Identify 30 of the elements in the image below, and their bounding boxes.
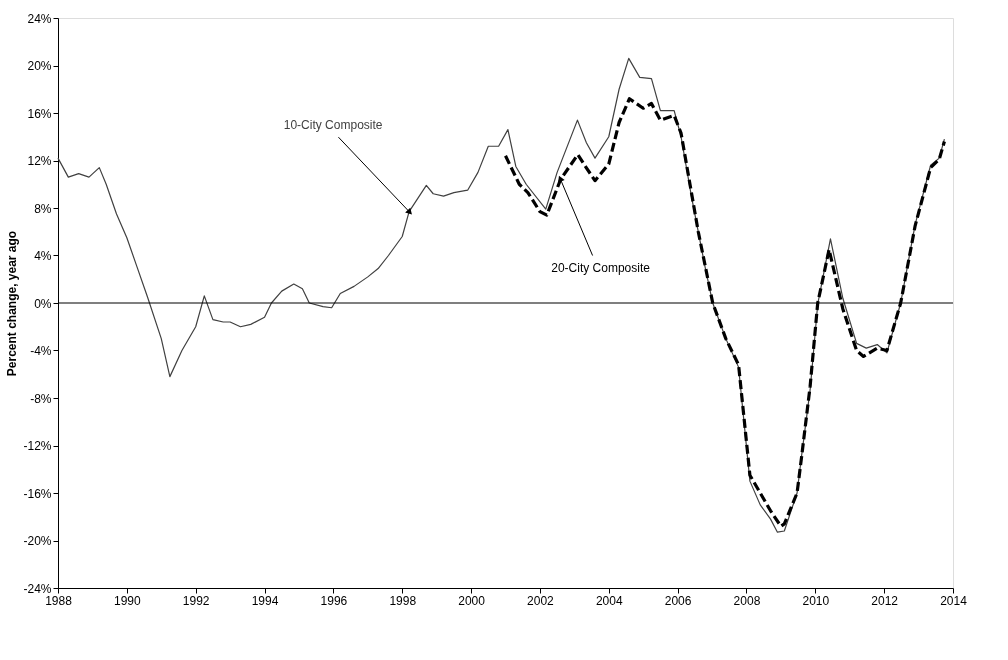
x-tick-label: 2002 (527, 593, 555, 608)
x-tick-label: 2012 (871, 593, 899, 608)
y-tick-label: 4% (34, 249, 52, 263)
text: 10-City Composite (283, 117, 383, 132)
x-tick-label: 2000 (458, 593, 486, 608)
x-tick-label: 2010 (802, 593, 830, 608)
y-tick-label: 20% (27, 59, 52, 73)
y-tick-label: -24% (23, 581, 52, 596)
x-tick-label: 1998 (389, 593, 417, 608)
y-tick-label: -20% (23, 534, 52, 548)
x-tick-label: 1992 (182, 593, 210, 608)
x-tick-label: 1990 (113, 593, 142, 608)
x-tick-label: 2014 (940, 593, 968, 608)
x-tick-label: 1996 (320, 593, 348, 608)
x-tick-label: 2004 (595, 593, 623, 608)
x-tick-label: 2008 (733, 593, 761, 608)
x-tick-label: 1994 (251, 593, 279, 608)
y-tick-label: 0% (34, 296, 52, 311)
y-tick-label: 12% (27, 154, 52, 168)
x-tick-label: 2006 (664, 593, 692, 608)
y-tick-label: 24% (27, 11, 52, 26)
y-tick-label: -4% (30, 344, 52, 358)
text: 20-City Composite (551, 260, 651, 275)
y-tick-label: 16% (27, 106, 52, 121)
y-tick-label: -8% (30, 391, 52, 406)
y-tick-label: 8% (34, 201, 52, 216)
y-tick-label: -12% (23, 439, 52, 453)
y-tick-label: -16% (23, 486, 52, 501)
x-tick-label: 1988 (45, 593, 73, 608)
y-axis-title: Percent change, year ago (5, 230, 20, 377)
